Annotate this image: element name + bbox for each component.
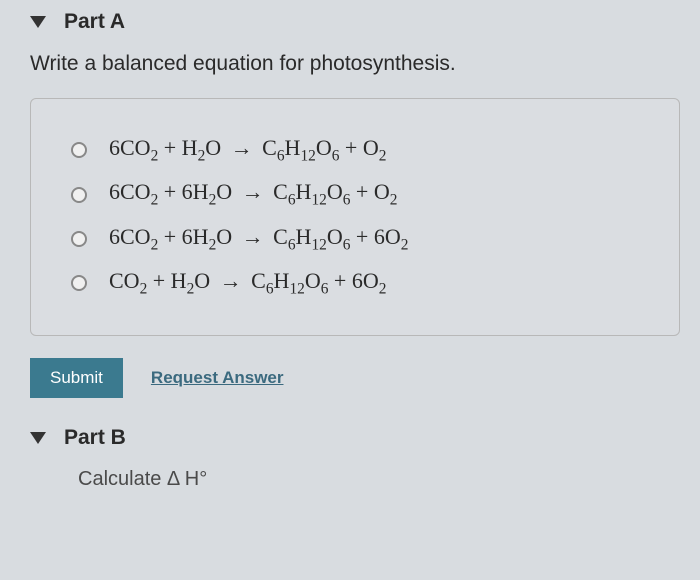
answer-options-box: 6CO2 + H2O → C6H12O6 + O2 6CO2 + 6H2O → … [30, 98, 680, 336]
part-a-title: Part A [64, 10, 125, 34]
option-row[interactable]: 6CO2 + 6H2O → C6H12O6 + 6O2 [71, 224, 649, 254]
radio-button[interactable] [71, 275, 87, 291]
equation-option-1: 6CO2 + H2O → C6H12O6 + O2 [109, 135, 386, 165]
part-b-title: Part B [64, 426, 126, 450]
option-row[interactable]: 6CO2 + 6H2O → C6H12O6 + O2 [71, 179, 649, 209]
collapse-icon [30, 432, 46, 444]
equation-option-2: 6CO2 + 6H2O → C6H12O6 + O2 [109, 179, 397, 209]
request-answer-link[interactable]: Request Answer [151, 368, 284, 388]
part-a-header[interactable]: Part A [30, 10, 680, 34]
collapse-icon [30, 16, 46, 28]
radio-button[interactable] [71, 187, 87, 203]
part-b-header[interactable]: Part B [30, 426, 680, 450]
equation-option-4: CO2 + H2O → C6H12O6 + 6O2 [109, 268, 386, 298]
submit-button[interactable]: Submit [30, 358, 123, 398]
part-b-partial-text: Calculate Δ H° [78, 468, 680, 491]
option-row[interactable]: CO2 + H2O → C6H12O6 + 6O2 [71, 268, 649, 298]
option-row[interactable]: 6CO2 + H2O → C6H12O6 + O2 [71, 135, 649, 165]
equation-option-3: 6CO2 + 6H2O → C6H12O6 + 6O2 [109, 224, 408, 254]
radio-button[interactable] [71, 231, 87, 247]
button-row: Submit Request Answer [30, 358, 680, 398]
radio-button[interactable] [71, 142, 87, 158]
question-text: Write a balanced equation for photosynth… [30, 52, 680, 76]
